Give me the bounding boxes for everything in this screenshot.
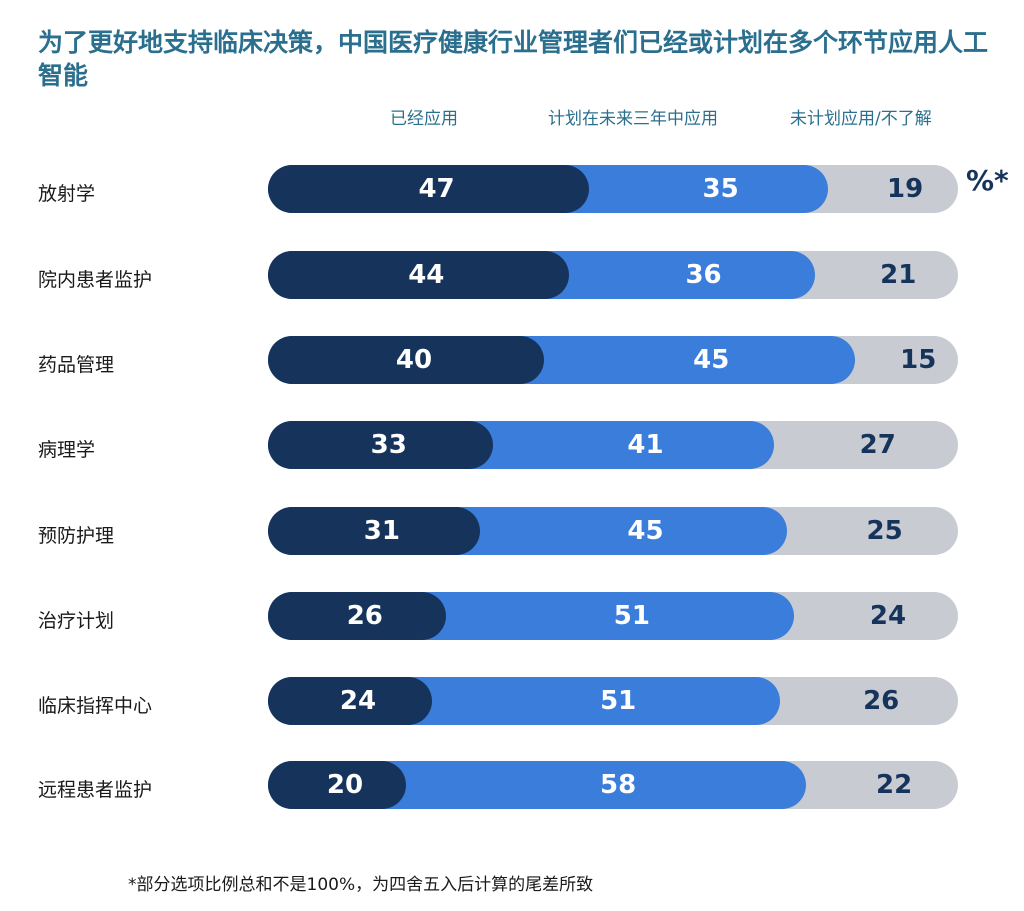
value-label-not-planned: 26 [863,686,900,716]
category-label: 预防护理 [38,525,115,547]
value-label-planned: 45 [627,516,664,546]
bar-segment-applied [268,677,432,725]
bar-segment-applied [268,761,406,809]
value-label-applied: 40 [395,345,433,375]
category-label: 远程患者监护 [38,779,153,801]
bar-segment-applied [268,592,446,640]
value-label-planned: 35 [702,174,739,204]
value-label-planned: 51 [600,686,637,716]
value-label-not-planned: 27 [859,430,896,460]
category-label: 治疗计划 [38,610,115,632]
footnote: *部分选项比例总和不是100%，为四舍五入后计算的尾差所致 [128,875,594,895]
legend-applied: 已经应用 [390,109,458,129]
value-label-applied: 44 [408,260,445,290]
value-label-planned: 45 [693,345,730,375]
bar-segment-applied [268,251,569,299]
value-label-applied: 20 [326,770,364,800]
chart-title: 为了更好地支持临床决策，中国医疗健康行业管理者们已经或计划在多个环节应用人工智能 [38,28,989,90]
legend-planned: 计划在未来三年中应用 [548,109,718,129]
category-label: 药品管理 [38,354,115,376]
value-label-not-planned: 22 [876,770,913,800]
unit-label: %* [966,164,1009,197]
value-label-not-planned: 15 [900,345,937,375]
value-label-applied: 33 [370,430,407,460]
value-label-planned: 36 [685,260,722,290]
value-label-not-planned: 24 [869,601,907,631]
value-label-applied: 47 [418,174,455,204]
category-label: 院内患者监护 [38,269,153,291]
bar-segment-applied [268,165,590,213]
value-label-planned: 58 [600,770,637,800]
category-label: 病理学 [38,439,96,461]
legend-not-planned: 未计划应用/不了解 [790,109,932,129]
category-label: 放射学 [38,183,96,205]
value-label-not-planned: 25 [866,516,903,546]
bar-segment-applied [268,336,544,384]
value-label-planned: 41 [627,430,664,460]
value-label-not-planned: 21 [880,260,917,290]
value-label-applied: 24 [339,686,377,716]
category-label: 临床指挥中心 [38,695,153,717]
bar-segment-applied [268,421,494,469]
value-label-not-planned: 19 [887,174,924,204]
value-label-applied: 26 [346,601,383,631]
value-label-applied: 31 [363,516,400,546]
bar-segment-applied [268,507,480,555]
value-label-planned: 51 [613,601,650,631]
